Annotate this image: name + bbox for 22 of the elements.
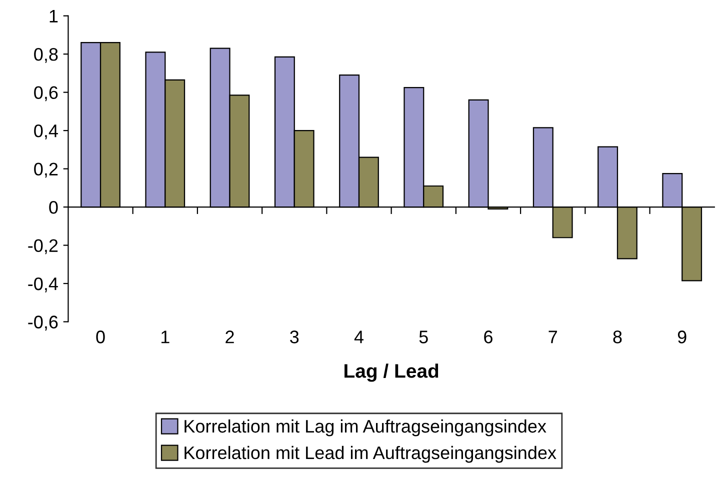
x-tick-label: 9 [678,330,686,344]
x-axis-title: Lag / Lead [344,364,438,382]
y-tick-label: 0 [49,200,58,214]
x-tick-label: 4 [354,330,364,344]
y-tick-label: 0,4 [34,124,58,140]
y-tick-label: 0,8 [34,48,58,63]
y-tick-label: -0,6 [28,316,58,331]
x-tick-label: 8 [613,330,622,344]
legend-label: Korrelation mit Lag im Auftragseingangsindex [184,419,546,436]
x-tick-label: 7 [548,330,557,344]
y-tick-label: 1 [50,10,58,22]
x-tick-label: 3 [290,330,299,344]
x-tick-label: 2 [226,330,234,344]
y-tick-label: -0,4 [28,277,58,292]
legend-label: Korrelation mit Lead im Auftragseingangsindex [184,446,556,463]
x-tick-label: 0 [96,330,105,344]
y-tick-label: 0,2 [34,162,58,178]
x-tick-label: 1 [161,330,170,344]
x-tick-label: 6 [484,330,492,344]
x-tick-label: 5 [419,330,428,344]
y-tick-label: 0,6 [34,86,58,102]
y-tick-label: -0,2 [28,239,58,254]
